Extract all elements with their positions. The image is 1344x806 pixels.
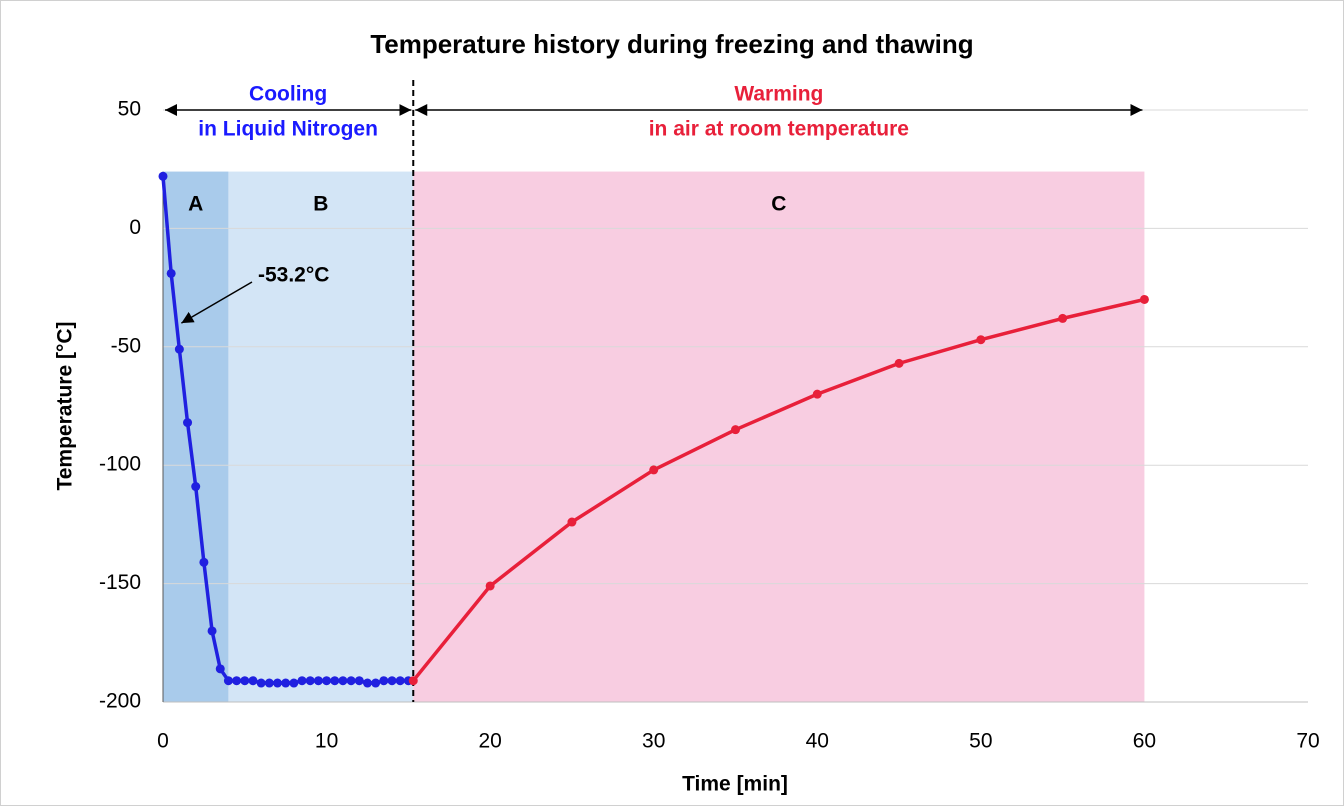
x-tick-label: 20 [478, 730, 501, 753]
data-point [199, 557, 209, 567]
x-tick-label: 30 [642, 730, 665, 753]
y-axis-label: Temperature [°C] [54, 321, 77, 490]
data-point [297, 676, 307, 686]
x-tick-label: 0 [157, 730, 169, 753]
region [413, 171, 1145, 702]
data-point [281, 678, 291, 688]
data-point [289, 678, 299, 688]
y-tick-label: -50 [111, 334, 141, 357]
data-point [240, 676, 250, 686]
x-tick-label: 60 [1133, 730, 1156, 753]
data-point [248, 676, 258, 686]
data-point [894, 358, 904, 368]
region-label: B [313, 193, 328, 216]
data-point [354, 676, 364, 686]
data-point [305, 676, 315, 686]
data-point [408, 676, 418, 686]
data-point [166, 268, 176, 278]
data-point [207, 626, 217, 636]
x-axis-label: Time [min] [682, 773, 788, 796]
data-point [313, 676, 323, 686]
data-point [256, 678, 266, 688]
header-text: Cooling [249, 83, 327, 106]
data-point [174, 344, 184, 354]
y-tick-label: -100 [99, 453, 141, 476]
data-point [1139, 294, 1149, 304]
region-label: A [188, 193, 203, 216]
data-point [731, 425, 740, 435]
data-point [191, 482, 201, 492]
region [228, 171, 414, 702]
series-line [411, 297, 1145, 682]
data-point [567, 517, 577, 527]
region-label: C [771, 193, 786, 216]
x-tick-label: 50 [969, 730, 992, 753]
y-tick-label: 50 [118, 98, 141, 121]
data-point [183, 418, 193, 428]
data-point [223, 676, 233, 686]
chart-title: Temperature history during freezing and … [370, 29, 973, 59]
data-point [1058, 313, 1068, 323]
y-tick-label: -150 [99, 571, 141, 594]
data-point [485, 581, 495, 591]
y-tick-label: 0 [129, 216, 141, 239]
x-tick-label: 10 [315, 730, 338, 753]
data-point [812, 389, 822, 399]
annotation-arrow [180, 281, 253, 324]
header-text: in Liquid Nitrogen [198, 118, 378, 141]
data-point [387, 676, 397, 686]
data-point [330, 676, 340, 686]
x-tick-label: 70 [1296, 730, 1319, 753]
data-point [362, 678, 372, 688]
data-point [346, 676, 356, 686]
data-point [322, 676, 332, 686]
y-tick-label: -200 [99, 690, 141, 713]
data-point [232, 676, 242, 686]
region [163, 171, 229, 702]
data-point [273, 678, 282, 688]
data-point [264, 678, 274, 688]
data-point [158, 171, 168, 181]
data-point [395, 676, 405, 686]
data-point [215, 664, 225, 674]
header-text: in air at room temperature [649, 118, 909, 141]
x-tick-label: 40 [806, 730, 829, 753]
data-point [338, 676, 348, 686]
data-point [371, 678, 381, 688]
data-point [379, 676, 389, 686]
header-text: Warming [734, 83, 823, 106]
data-point [976, 335, 986, 345]
annotation-text: -53.2°C [258, 264, 329, 287]
data-point [649, 465, 659, 475]
